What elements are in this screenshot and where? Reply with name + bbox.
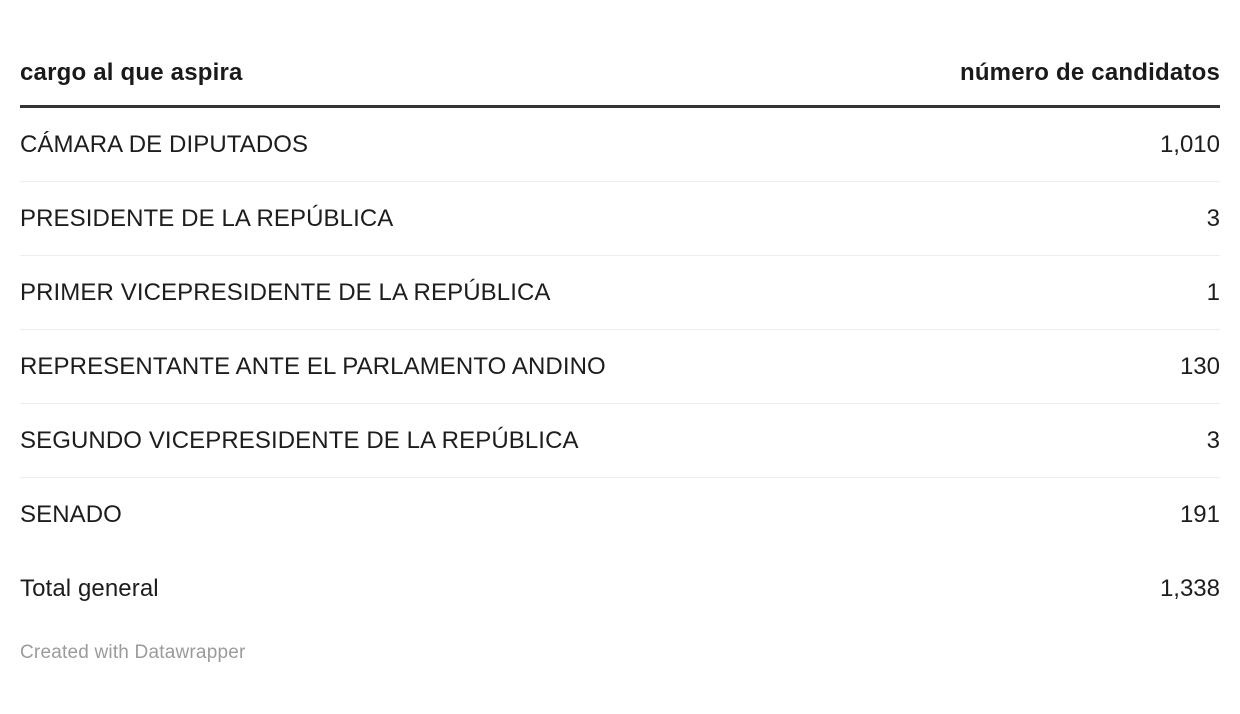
cargo-cell: PRIMER VICEPRESIDENTE DE LA REPÚBLICA xyxy=(20,278,551,306)
table-row: PRESIDENTE DE LA REPÚBLICA 3 xyxy=(20,182,1220,256)
candidatos-cell: 1,010 xyxy=(1159,130,1220,158)
column-header-numero-candidatos: número de candidatos xyxy=(959,59,1220,86)
candidatos-cell: 191 xyxy=(1179,501,1220,528)
cargo-cell: SENADO xyxy=(20,501,122,528)
cargo-cell: CÁMARA DE DIPUTADOS xyxy=(20,130,309,158)
table-header-row: cargo al que aspira número de candidatos xyxy=(20,0,1220,108)
table-row: CÁMARA DE DIPUTADOS 1,010 xyxy=(20,108,1220,182)
total-row: Total general 1,338 xyxy=(20,552,1220,626)
datawrapper-attribution-link[interactable]: Created with Datawrapper xyxy=(20,642,246,663)
total-label: Total general xyxy=(20,575,159,602)
candidatos-cell: 1 xyxy=(1206,278,1220,306)
attribution: Created with Datawrapper xyxy=(20,642,1220,664)
total-value: 1,338 xyxy=(1159,575,1220,602)
cargo-cell: PRESIDENTE DE LA REPÚBLICA xyxy=(20,204,394,232)
table-row: PRIMER VICEPRESIDENTE DE LA REPÚBLICA 1 xyxy=(20,256,1220,330)
cargo-cell: SEGUNDO VICEPRESIDENTE DE LA REPÚBLICA xyxy=(20,426,579,454)
column-header-cargo: cargo al que aspira xyxy=(20,59,243,86)
candidatos-cell: 130 xyxy=(1179,352,1220,380)
table-row: SEGUNDO VICEPRESIDENTE DE LA REPÚBLICA 3 xyxy=(20,404,1220,478)
table-row: REPRESENTANTE ANTE EL PARLAMENTO ANDINO … xyxy=(20,330,1220,404)
candidatos-cell: 3 xyxy=(1206,204,1220,232)
table-body: CÁMARA DE DIPUTADOS 1,010 PRESIDENTE DE … xyxy=(20,108,1220,552)
candidatos-cell: 3 xyxy=(1206,426,1220,454)
cargo-cell: REPRESENTANTE ANTE EL PARLAMENTO ANDINO xyxy=(20,352,606,380)
table-row: SENADO 191 xyxy=(20,478,1220,552)
